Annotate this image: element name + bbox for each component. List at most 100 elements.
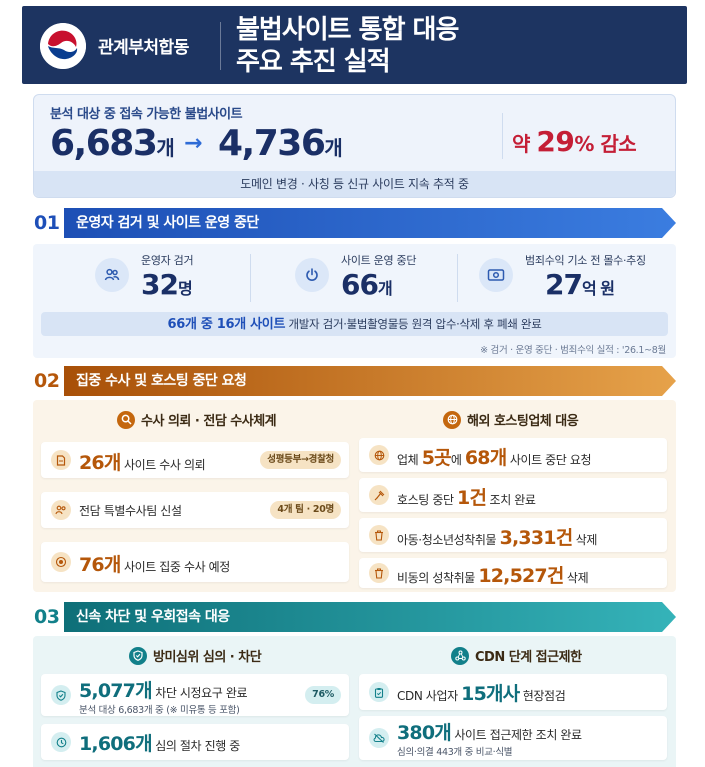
card-big-number: 380개	[397, 722, 452, 744]
card-big-number: 1건	[457, 487, 487, 509]
header-divider	[220, 22, 221, 70]
summary-label: 분석 대상 중 접속 가능한 불법사이트	[50, 107, 243, 122]
card-label: 심의 절차 진행 중	[151, 739, 240, 753]
card-block-requests: 5,077개 차단 시정요구 완료 분석 대상 6,683개 중 (※ 미유통 …	[41, 674, 349, 716]
team-icon	[51, 500, 71, 520]
summary-separator	[502, 113, 503, 159]
card-prefix: 아동·청소년성착취물	[397, 533, 500, 547]
before-unit: 개	[156, 136, 174, 160]
card-cdn-restriction: 380개 사이트 접근제한 조치 완료 심의·의결 443개 중 비교·식별	[359, 716, 667, 760]
card-big-number: 15개사	[461, 683, 520, 705]
stat-label: 범죄수익 기소 전 몰수·추징	[525, 254, 646, 267]
card-text: 26개 사이트 수사 의뢰	[79, 448, 206, 475]
card-prefix: 비동의 성착취물	[397, 571, 479, 585]
power-icon	[295, 258, 329, 292]
card-big-number: 5곳	[421, 447, 452, 469]
card-big-number: 1,606개	[79, 733, 153, 755]
card-text: 업체 5곳에 68개 사이트 중단 요청	[397, 443, 592, 470]
header-banner: 관계부처합동 불법사이트 통합 대응 주요 추진 실적	[22, 6, 687, 84]
card-child-material-deleted: 아동·청소년성착취물 3,331건 삭제	[359, 518, 667, 552]
government-emblem-icon	[40, 23, 86, 69]
reduction-suffix: % 감소	[574, 132, 637, 156]
strip-text: 개발자 검거·불법촬영물등 원격 압수·삭제 후 폐쇄 완료	[285, 317, 542, 331]
card-suffix: 조치 완료	[486, 493, 536, 507]
card-text: 76개 사이트 집중 수사 예정	[79, 550, 230, 577]
kcsc-heading-text: 방미심위 심의 · 차단	[153, 650, 262, 665]
after-unit: 개	[324, 136, 342, 160]
section-1-number: 01	[34, 212, 60, 234]
section-2-number: 02	[34, 370, 60, 392]
card-mid: 에	[450, 453, 465, 467]
globe-icon	[443, 410, 461, 429]
cdn-heading-text: CDN 단계 접근제한	[475, 650, 582, 665]
section-2-panel: 수사 의뢰 · 전담 수사체계 해외 호스팅업체 대응 26개 사이트 수사 의…	[33, 400, 676, 592]
target-icon	[51, 552, 71, 572]
stat-unit: 개	[377, 279, 393, 298]
stat-separator	[457, 254, 458, 302]
strip-highlight: 66개 중 16개 사이트	[167, 317, 286, 332]
before-count: 6,683개	[50, 123, 175, 164]
arrow-right-icon: →	[184, 131, 203, 156]
document-icon	[51, 450, 71, 470]
reduction-rate: 약 29% 감소	[512, 125, 637, 158]
section-1-panel: 운영자 검거 32명 사이트 운영 중단 66개 범죄수익 기소 전 몰수·추징…	[33, 244, 676, 358]
card-big-number: 5,077개	[79, 680, 153, 702]
card-text: 1,606개 심의 절차 진행 중	[79, 729, 240, 756]
stat-value: 32명	[141, 268, 193, 301]
section-2-title: 집중 수사 및 호스팅 중단 요청	[64, 366, 676, 396]
money-icon	[479, 258, 513, 292]
stat-value: 66개	[341, 268, 393, 301]
government-name: 관계부처합동	[98, 38, 189, 58]
card-big-number: 26개	[79, 452, 121, 474]
card-text: 5,077개 차단 시정요구 완료	[79, 676, 248, 703]
card-text: 아동·청소년성착취물 3,331건 삭제	[397, 523, 597, 550]
stat-value: 27억 원	[545, 268, 615, 301]
card-big-number: 76개	[79, 554, 121, 576]
card-suffix: 사이트 접근제한 조치 완료	[450, 728, 582, 742]
card-text: 380개 사이트 접근제한 조치 완료	[397, 718, 582, 745]
card-text: 비동의 성착취물 12,527건 삭제	[397, 561, 589, 588]
clipboard-icon	[369, 682, 389, 702]
card-label: 전담 특별수사팀 신설	[79, 504, 182, 518]
card-hosting-request: 업체 5곳에 68개 사이트 중단 요청	[359, 438, 667, 472]
after-value: 4,736	[218, 123, 326, 164]
cdn-heading: CDN 단계 접근제한	[451, 646, 582, 665]
hosting-heading-text: 해외 호스팅업체 대응	[467, 414, 579, 429]
reduction-percent: 29	[536, 125, 575, 158]
section-1-highlight-strip: 66개 중 16개 사이트 개발자 검거·불법촬영물등 원격 압수·삭제 후 폐…	[41, 312, 668, 336]
investigation-heading-text: 수사 의뢰 · 전담 수사체계	[141, 414, 277, 429]
before-value: 6,683	[50, 123, 158, 164]
card-big-number: 68개	[464, 447, 507, 469]
title-line-2: 주요 추진 실적	[236, 47, 391, 77]
card-suffix: 삭제	[572, 533, 598, 547]
page-title: 불법사이트 통합 대응 주요 추진 실적	[236, 14, 459, 78]
card-special-team: 전담 특별수사팀 신설 4개 팀 · 20명	[41, 492, 349, 528]
search-icon	[117, 410, 135, 429]
people-icon	[95, 258, 129, 292]
card-big-number: 12,527건	[478, 565, 564, 587]
card-prefix: 호스팅 중단	[397, 493, 458, 507]
percent-pill: 76%	[305, 686, 341, 704]
stat-number: 32	[141, 268, 179, 301]
card-hosting-stop: 호스팅 중단 1건 조치 완료	[359, 478, 667, 512]
card-investigation-request: 26개 사이트 수사 의뢰 성평등부→경찰청	[41, 442, 349, 478]
card-suffix: 삭제	[563, 571, 589, 585]
title-line-1: 불법사이트 통합 대응	[236, 15, 459, 45]
shield-check-icon	[51, 685, 71, 705]
blocked-plug-icon	[369, 485, 389, 505]
agency-pill: 성평등부→경찰청	[260, 451, 341, 469]
card-big-number: 3,331건	[499, 527, 574, 549]
summary-note: 도메인 변경 · 사칭 등 신규 사이트 지속 추적 중	[34, 171, 675, 197]
card-subtext: 심의·의결 443개 중 비교·식별	[397, 747, 513, 758]
team-size-pill: 4개 팀 · 20명	[270, 501, 341, 519]
card-label: 차단 시정요구 완료	[151, 686, 248, 700]
card-text: CDN 사업자 15개사 현장점검	[397, 679, 566, 706]
globe-icon	[369, 445, 389, 465]
after-count: 4,736개	[218, 123, 343, 164]
cloud-off-icon	[369, 728, 389, 748]
card-label: 사이트 집중 수사 예정	[120, 560, 230, 574]
card-focused-investigation: 76개 사이트 집중 수사 예정	[41, 542, 349, 582]
summary-panel: 분석 대상 중 접속 가능한 불법사이트 6,683개 → 4,736개 약 2…	[33, 94, 676, 198]
stat-number: 66	[341, 268, 379, 301]
card-text: 호스팅 중단 1건 조치 완료	[397, 483, 536, 510]
